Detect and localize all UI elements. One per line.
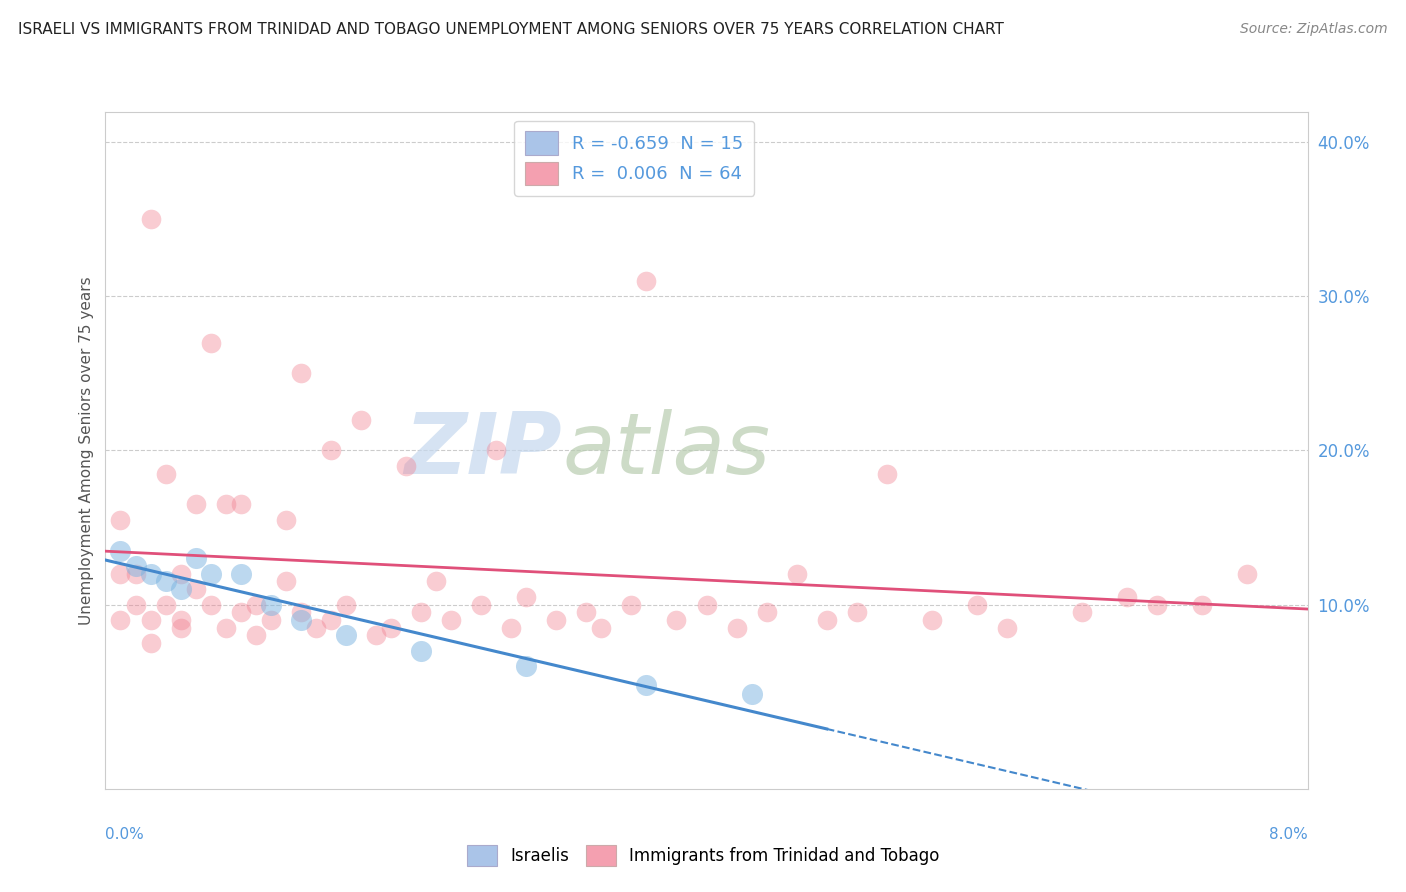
- Point: [876, 467, 898, 481]
- Point: [515, 590, 537, 604]
- Point: [425, 574, 447, 589]
- Point: [575, 605, 598, 619]
- Point: [350, 412, 373, 426]
- Point: [169, 582, 191, 596]
- Point: [200, 598, 222, 612]
- Point: [274, 513, 297, 527]
- Point: [741, 687, 763, 701]
- Point: [786, 566, 808, 581]
- Point: [169, 613, 191, 627]
- Point: [110, 513, 132, 527]
- Point: [501, 621, 523, 635]
- Point: [155, 598, 177, 612]
- Point: [139, 566, 162, 581]
- Point: [1116, 590, 1139, 604]
- Point: [364, 628, 387, 642]
- Point: [124, 566, 146, 581]
- Point: [636, 274, 658, 288]
- Point: [921, 613, 943, 627]
- Point: [139, 212, 162, 227]
- Legend: R = -0.659  N = 15, R =  0.006  N = 64: R = -0.659 N = 15, R = 0.006 N = 64: [515, 120, 754, 196]
- Point: [274, 574, 297, 589]
- Point: [214, 497, 236, 511]
- Text: ISRAELI VS IMMIGRANTS FROM TRINIDAD AND TOBAGO UNEMPLOYMENT AMONG SENIORS OVER 7: ISRAELI VS IMMIGRANTS FROM TRINIDAD AND …: [18, 22, 1004, 37]
- Point: [620, 598, 643, 612]
- Point: [470, 598, 492, 612]
- Text: atlas: atlas: [562, 409, 770, 492]
- Point: [139, 613, 162, 627]
- Point: [155, 467, 177, 481]
- Point: [665, 613, 688, 627]
- Point: [169, 621, 191, 635]
- Point: [995, 621, 1018, 635]
- Point: [200, 335, 222, 350]
- Point: [245, 628, 267, 642]
- Point: [245, 598, 267, 612]
- Point: [755, 605, 778, 619]
- Point: [440, 613, 463, 627]
- Text: 8.0%: 8.0%: [1268, 827, 1308, 842]
- Point: [229, 497, 252, 511]
- Point: [124, 559, 146, 574]
- Point: [260, 613, 283, 627]
- Point: [1146, 598, 1168, 612]
- Point: [229, 605, 252, 619]
- Point: [319, 443, 342, 458]
- Point: [184, 551, 207, 566]
- Point: [184, 497, 207, 511]
- Point: [169, 566, 191, 581]
- Point: [815, 613, 838, 627]
- Point: [139, 636, 162, 650]
- Text: 0.0%: 0.0%: [105, 827, 145, 842]
- Point: [229, 566, 252, 581]
- Point: [319, 613, 342, 627]
- Point: [290, 367, 312, 381]
- Point: [845, 605, 868, 619]
- Point: [335, 598, 357, 612]
- Point: [546, 613, 568, 627]
- Point: [591, 621, 613, 635]
- Point: [380, 621, 402, 635]
- Point: [1191, 598, 1213, 612]
- Point: [395, 458, 418, 473]
- Point: [485, 443, 508, 458]
- Point: [1071, 605, 1094, 619]
- Point: [305, 621, 328, 635]
- Point: [260, 598, 283, 612]
- Point: [409, 644, 432, 658]
- Point: [696, 598, 718, 612]
- Text: Source: ZipAtlas.com: Source: ZipAtlas.com: [1240, 22, 1388, 37]
- Point: [335, 628, 357, 642]
- Point: [515, 659, 537, 673]
- Point: [110, 613, 132, 627]
- Point: [966, 598, 988, 612]
- Y-axis label: Unemployment Among Seniors over 75 years: Unemployment Among Seniors over 75 years: [79, 277, 94, 624]
- Point: [110, 566, 132, 581]
- Point: [155, 574, 177, 589]
- Text: ZIP: ZIP: [405, 409, 562, 492]
- Point: [290, 613, 312, 627]
- Point: [124, 598, 146, 612]
- Point: [636, 678, 658, 692]
- Point: [290, 605, 312, 619]
- Point: [409, 605, 432, 619]
- Point: [214, 621, 236, 635]
- Point: [110, 543, 132, 558]
- Point: [184, 582, 207, 596]
- Legend: Israelis, Immigrants from Trinidad and Tobago: Israelis, Immigrants from Trinidad and T…: [458, 837, 948, 875]
- Point: [200, 566, 222, 581]
- Point: [1236, 566, 1258, 581]
- Point: [725, 621, 748, 635]
